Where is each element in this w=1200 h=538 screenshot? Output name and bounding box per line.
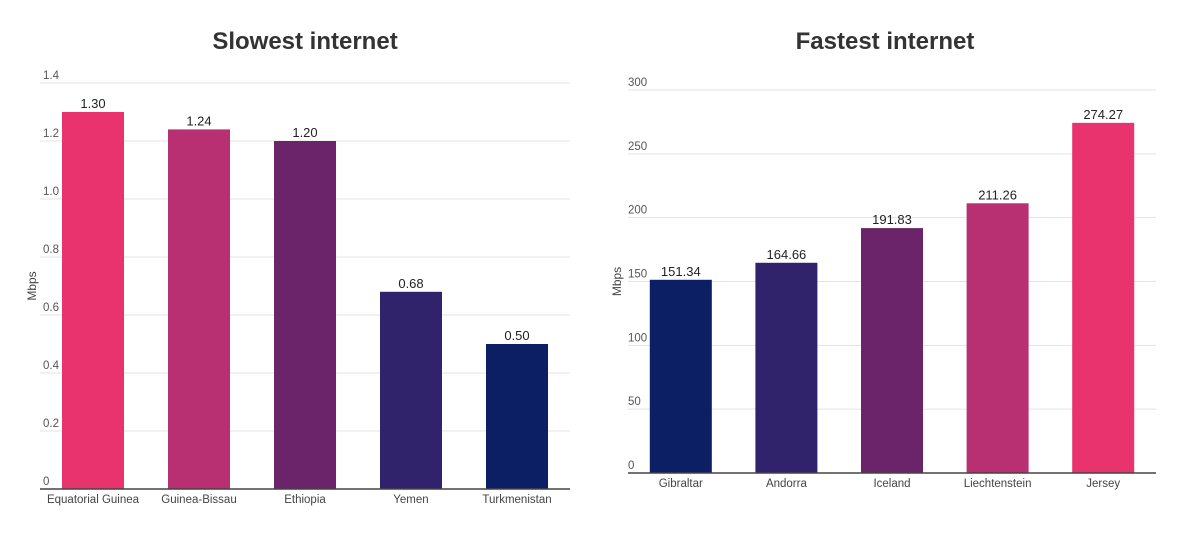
y-axis-label: Mbps [25,271,39,300]
bar [649,279,712,473]
y-tick-label: 200 [628,205,647,217]
chart-title: Fastest internet [795,28,975,55]
y-tick-label: 50 [628,396,641,408]
y-tick-label: 1.4 [43,70,60,82]
y-tick-label: 1.0 [43,186,59,198]
x-tick-label: Liechtenstein [964,478,1032,490]
x-tick-label: Turkmenistan [482,494,551,506]
data-label: 1.24 [186,113,211,128]
bar [486,344,548,489]
slowest-internet-chart: Slowest internet 0 0.2 0.4 0.6 0.8 1.0 1.2 1.4 M… [25,28,570,506]
x-tick-label: Jersey [1086,478,1120,490]
data-label: 211.26 [978,187,1017,202]
x-tick-label: Gibraltar [659,478,703,490]
bar [168,129,230,489]
bar [755,262,818,473]
x-tick-label: Guinea-Bissau [161,494,236,506]
x-tick-label: Andorra [766,478,808,490]
data-label: 274.27 [1083,107,1123,122]
data-label: 151.34 [661,264,701,279]
chart-title: Slowest internet [212,28,398,55]
data-label: 191.83 [872,212,912,227]
data-label: 164.66 [767,247,807,262]
x-tick-label: Equatorial Guinea [47,494,140,506]
bar [62,112,124,489]
y-tick-label: 300 [628,77,647,89]
y-axis-label: Mbps [610,267,624,296]
y-tick-label: 150 [628,269,647,281]
bar [966,203,1029,474]
bar [1072,122,1135,473]
y-tick-label: 100 [628,332,647,344]
data-label: 1.30 [80,96,105,111]
bar [380,291,442,489]
x-tick-label: Iceland [873,478,910,490]
fastest-internet-chart: Fastest internet 0 50 100 150 200 250 300 Mbps 1… [600,0,1200,538]
data-label: 0.50 [504,328,529,343]
y-tick-label: 1.2 [43,128,59,140]
slowest-internet-plot: 0 0.2 0.4 0.6 0.8 1.0 1.2 1.4 Mbps 1.30 Equatorial… [25,70,570,506]
bar [274,141,336,489]
y-tick-label: 0.6 [43,302,59,314]
y-tick-label: 0.2 [43,418,59,430]
y-tick-label: 0.8 [43,244,59,256]
bar [861,228,923,473]
y-tick-label: 0.4 [43,360,60,372]
fastest-internet-plot: 0 50 100 150 200 250 300 Mbps 151.34 Gibraltar 164… [610,77,1156,490]
x-tick-label: Yemen [393,494,428,506]
data-label: 0.68 [398,276,423,291]
y-tick-label: 250 [628,141,647,153]
x-tick-label: Ethiopia [284,494,326,506]
data-label: 1.20 [292,125,317,140]
y-tick-label: 0 [628,460,634,472]
y-tick-label: 0 [43,476,49,488]
